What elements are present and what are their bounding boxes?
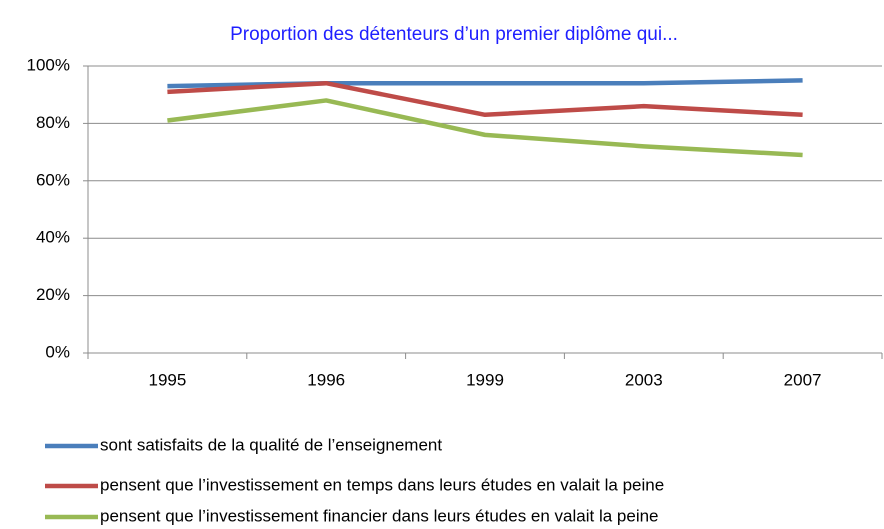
y-tick-label: 40%: [36, 228, 70, 247]
x-tick-label: 1996: [307, 370, 345, 389]
y-tick-label: 0%: [45, 342, 70, 361]
x-tick-label: 2003: [625, 370, 663, 389]
x-tick-label: 1999: [466, 370, 504, 389]
y-tick-label: 100%: [27, 55, 70, 74]
series-line: [167, 98, 803, 158]
legend-label: pensent que l’investissement en temps da…: [100, 475, 664, 494]
y-tick-label: 80%: [36, 113, 70, 132]
x-tick-label: 1995: [148, 370, 186, 389]
chart-title: Proportion des détenteurs d’un premier d…: [230, 24, 678, 45]
x-tick-label: 2007: [784, 370, 822, 389]
legend-label: pensent que l’investissement financier d…: [100, 506, 659, 525]
y-tick-label: 60%: [36, 170, 70, 189]
series-line: [167, 80, 803, 118]
legend-label: sont satisfaits de la qualité de l’ensei…: [100, 435, 442, 454]
y-tick-label: 20%: [36, 285, 70, 304]
